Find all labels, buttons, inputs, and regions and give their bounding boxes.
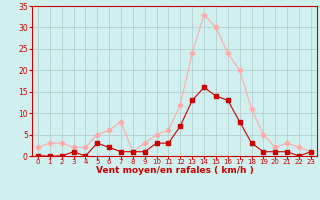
X-axis label: Vent moyen/en rafales ( km/h ): Vent moyen/en rafales ( km/h ): [96, 166, 253, 175]
